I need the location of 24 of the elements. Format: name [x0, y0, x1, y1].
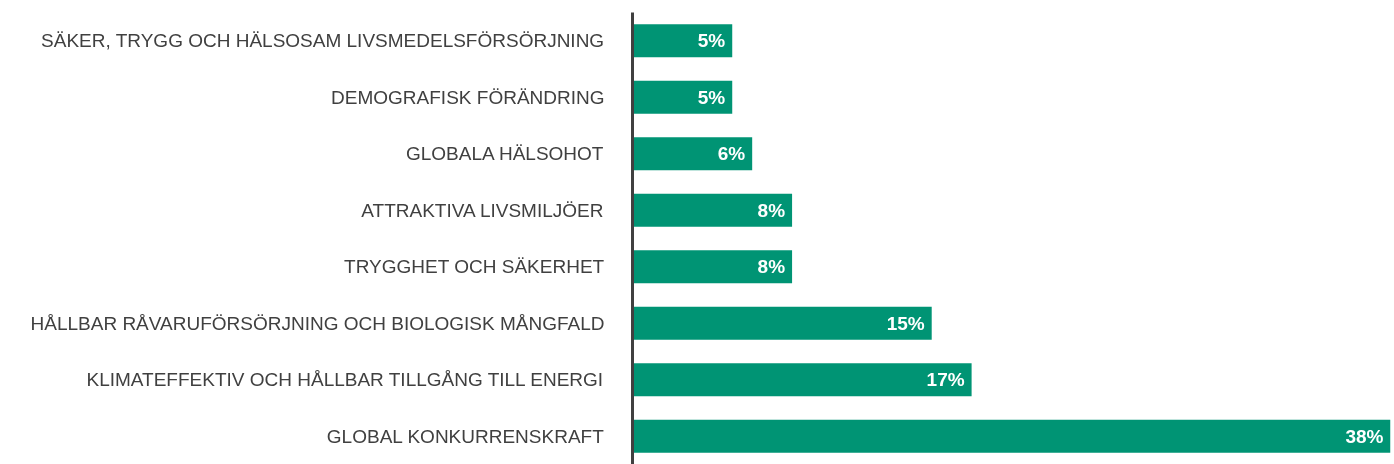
bar: [632, 80, 733, 114]
bar: [632, 24, 733, 58]
data-label: 8%: [757, 256, 786, 278]
bar: [632, 363, 972, 397]
data-label: 15%: [886, 312, 925, 334]
y-tick-label: DEMOGRAFISK FÖRÄNDRING: [331, 86, 605, 108]
data-label: 6%: [717, 143, 746, 165]
bar: [632, 306, 932, 340]
y-tick-label: ATTRAKTIVA LIVSMILJÖER: [361, 199, 604, 221]
y-tick-label: HÅLLBAR RÅVARUFÖRSÖRJNING OCH BIOLOGISK MÅNGFALD: [30, 312, 605, 334]
y-tick-label: KLIMATEFFEKTIV OCH HÅLLBAR TILLGÅNG TILL ENERGI: [86, 369, 604, 391]
data-label: 8%: [757, 199, 786, 221]
bar: [632, 137, 753, 171]
y-tick-label: GLOBALA HÄLSOHOT: [405, 143, 604, 165]
y-tick-label: TRYGGHET OCH SÄKERHET: [344, 256, 605, 278]
bar: [632, 419, 1391, 453]
y-tick-label: SÄKER, TRYGG OCH HÄLSOSAM LIVSMEDELSFÖRSÖRJNING: [41, 30, 605, 52]
data-label: 5%: [697, 86, 726, 108]
bar: [632, 250, 793, 284]
data-label: 5%: [697, 30, 726, 52]
bar: [632, 193, 793, 227]
data-label: 17%: [926, 369, 965, 391]
y-tick-label: GLOBAL KONKURRENSKRAFT: [326, 425, 605, 447]
data-label: 38%: [1345, 425, 1384, 447]
